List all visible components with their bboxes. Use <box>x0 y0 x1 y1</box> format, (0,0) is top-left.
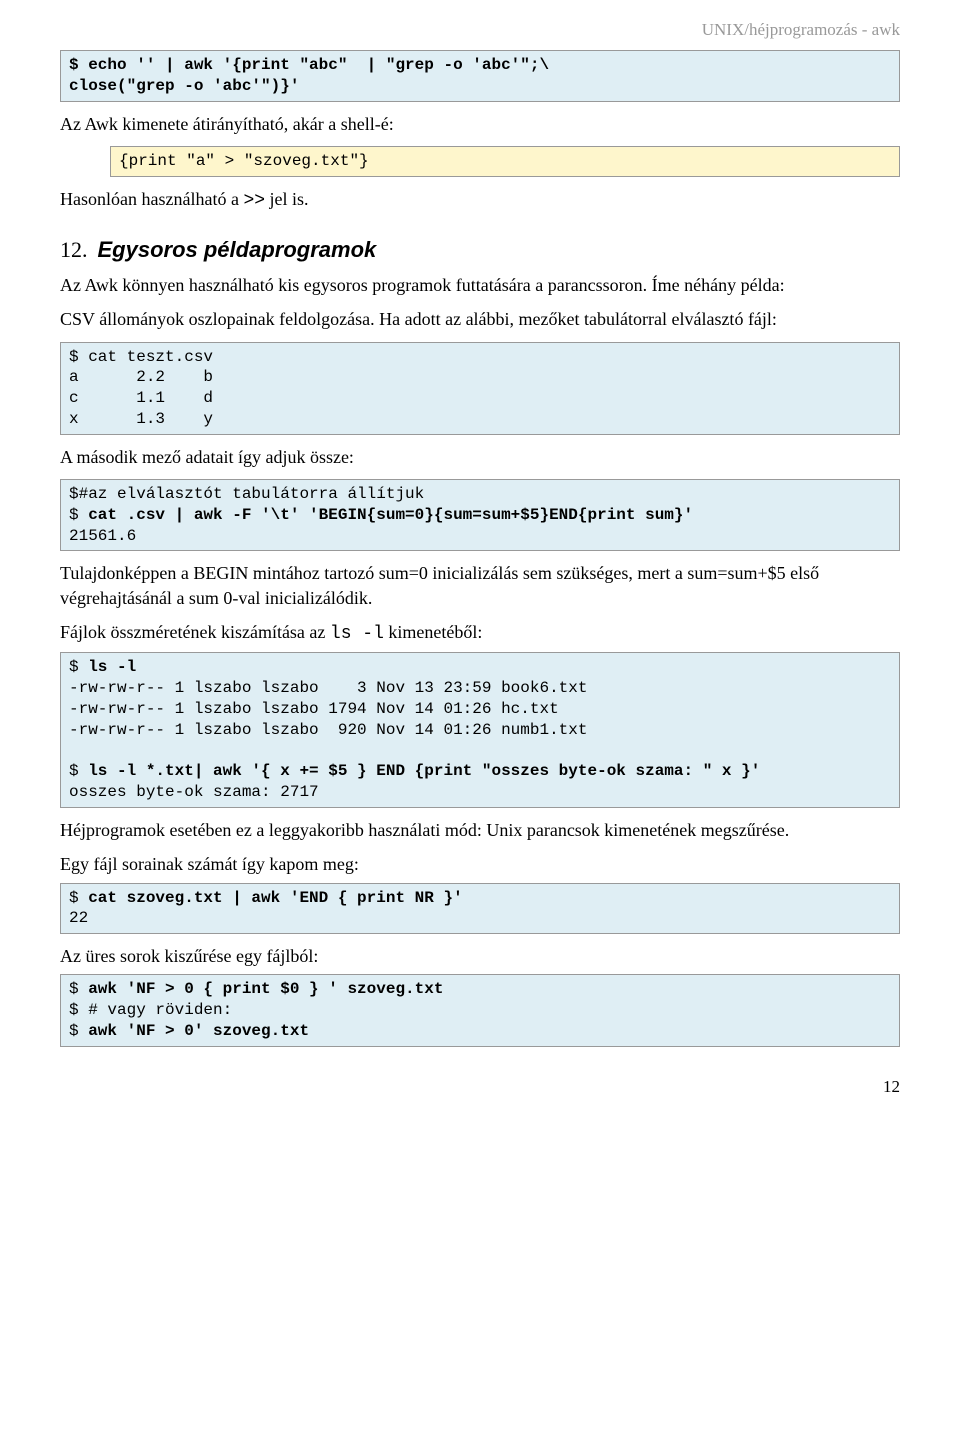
code-block-5: $ ls -l -rw-rw-r-- 1 lszabo lszabo 3 Nov… <box>60 652 900 808</box>
paragraph-6: Tulajdonképpen a BEGIN mintához tartozó … <box>60 561 900 610</box>
code-line: 22 <box>69 909 88 927</box>
code-line: $ # vagy röviden: <box>69 1001 232 1019</box>
section-number: 12. <box>60 237 88 262</box>
paragraph-10: Az üres sorok kiszűrése egy fájlból: <box>60 944 900 968</box>
paragraph-9: Egy fájl sorainak számát így kapom meg: <box>60 852 900 876</box>
code-line-prefix: $ <box>69 889 88 907</box>
code-line-prefix: $ <box>69 1022 88 1040</box>
code-line: -rw-rw-r-- 1 lszabo lszabo 3 Nov 13 23:5… <box>69 679 587 697</box>
code-text: $ echo '' | awk '{print "abc" | "grep -o… <box>69 56 549 95</box>
code-line: $#az elválasztót tabulátorra állítjuk <box>69 485 424 503</box>
code-line: 21561.6 <box>69 527 136 545</box>
text: jel is. <box>265 189 309 209</box>
text: Hasonlóan használható a <box>60 189 243 209</box>
code-line-bold: ls -l *.txt| awk '{ x += $5 } END {print… <box>88 762 760 780</box>
code-line: -rw-rw-r-- 1 lszabo lszabo 1794 Nov 14 0… <box>69 700 559 718</box>
inline-code: >> <box>243 191 265 211</box>
code-line-prefix: $ <box>69 658 88 676</box>
code-line-prefix: $ <box>69 506 88 524</box>
paragraph-8: Héjprogramok esetében ez a leggyakoribb … <box>60 818 900 842</box>
code-line-bold: cat .csv | awk -F '\t' 'BEGIN{sum=0}{sum… <box>88 506 693 524</box>
code-block-7: $ awk 'NF > 0 { print $0 } ' szoveg.txt … <box>60 974 900 1046</box>
page-header: UNIX/héjprogramozás - awk <box>60 20 900 40</box>
page-number: 12 <box>60 1077 900 1097</box>
code-block-3: $ cat teszt.csv a 2.2 b c 1.1 d x 1.3 y <box>60 342 900 435</box>
paragraph-1: Az Awk kimenete átirányítható, akár a sh… <box>60 112 900 136</box>
code-line-bold: awk 'NF > 0 { print $0 } ' szoveg.txt <box>88 980 443 998</box>
code-block-1: $ echo '' | awk '{print "abc" | "grep -o… <box>60 50 900 102</box>
paragraph-7: Fájlok összméretének kiszámítása az ls -… <box>60 620 900 646</box>
code-line: -rw-rw-r-- 1 lszabo lszabo 920 Nov 14 01… <box>69 721 587 739</box>
code-line-prefix: $ <box>69 762 88 780</box>
paragraph-5: A második mező adatait így adjuk össze: <box>60 445 900 469</box>
paragraph-4: CSV állományok oszlopainak feldolgozása.… <box>60 307 900 331</box>
paragraph-2: Hasonlóan használható a >> jel is. <box>60 187 900 213</box>
code-line: osszes byte-ok szama: 2717 <box>69 783 319 801</box>
code-line-bold: cat szoveg.txt | awk 'END { print NR }' <box>88 889 462 907</box>
page-container: UNIX/héjprogramozás - awk $ echo '' | aw… <box>0 0 960 1127</box>
text: kimenetéből: <box>384 622 482 642</box>
code-line-prefix: $ <box>69 980 88 998</box>
code-block-6: $ cat szoveg.txt | awk 'END { print NR }… <box>60 883 900 935</box>
section-title: Egysoros példaprogramok <box>98 237 377 262</box>
inline-code: ls -l <box>330 624 384 644</box>
section-heading: 12. Egysoros példaprogramok <box>60 237 900 263</box>
code-block-4: $#az elválasztót tabulátorra állítjuk $ … <box>60 479 900 551</box>
code-line-bold: awk 'NF > 0' szoveg.txt <box>88 1022 309 1040</box>
text: Fájlok összméretének kiszámítása az <box>60 622 330 642</box>
code-line-bold: ls -l <box>88 658 136 676</box>
paragraph-3: Az Awk könnyen használható kis egysoros … <box>60 273 900 297</box>
code-block-2: {print "a" > "szoveg.txt"} <box>110 146 900 177</box>
